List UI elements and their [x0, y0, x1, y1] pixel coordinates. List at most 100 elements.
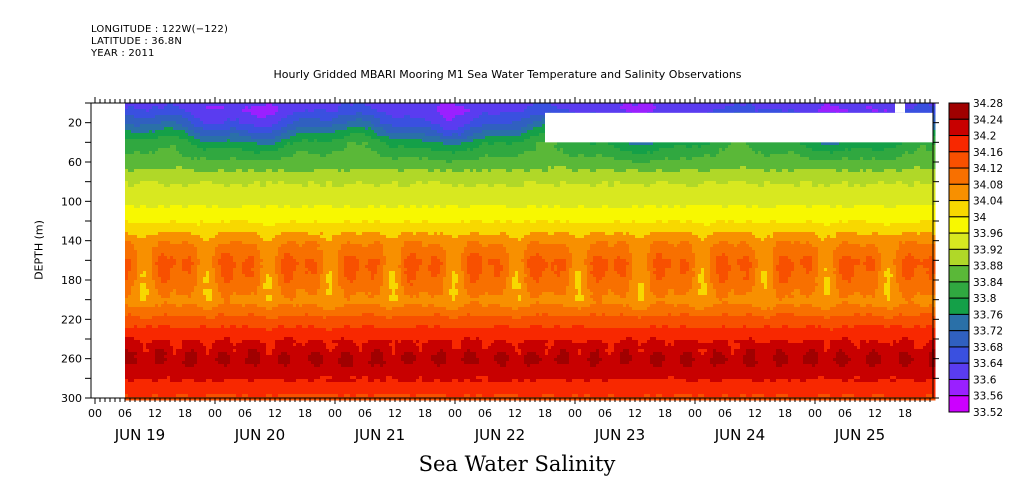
salinity-cell	[260, 322, 264, 326]
salinity-cell	[155, 106, 159, 110]
salinity-cell	[197, 247, 201, 251]
salinity-cell	[233, 226, 237, 230]
salinity-cell	[164, 253, 168, 257]
salinity-cell	[155, 130, 159, 134]
salinity-cell	[245, 337, 249, 341]
salinity-cell	[236, 328, 240, 332]
salinity-cell	[260, 268, 264, 272]
salinity-cell	[212, 292, 216, 296]
salinity-cell	[224, 328, 228, 332]
salinity-cell	[188, 304, 192, 308]
salinity-cell	[272, 256, 276, 260]
salinity-cell	[269, 190, 273, 194]
salinity-cell	[212, 148, 216, 152]
salinity-cell	[203, 163, 207, 167]
salinity-cell	[266, 178, 270, 182]
salinity-cell	[266, 244, 270, 248]
salinity-cell	[131, 178, 135, 182]
salinity-cell	[164, 340, 168, 344]
salinity-cell	[152, 130, 156, 134]
salinity-cell	[212, 181, 216, 185]
salinity-cell	[275, 175, 279, 179]
salinity-cell	[140, 268, 144, 272]
salinity-cell	[242, 307, 246, 311]
salinity-cell	[245, 388, 249, 392]
salinity-cell	[236, 178, 240, 182]
salinity-cell	[215, 355, 219, 359]
salinity-cell	[242, 277, 246, 281]
salinity-cell	[266, 169, 270, 173]
salinity-cell	[269, 142, 273, 146]
salinity-cell	[125, 298, 129, 302]
salinity-cell	[209, 154, 213, 158]
salinity-cell	[173, 307, 177, 311]
salinity-cell	[173, 130, 177, 134]
salinity-cell	[191, 157, 195, 161]
salinity-cell	[140, 205, 144, 209]
salinity-cell	[164, 289, 168, 293]
salinity-cell	[167, 133, 171, 137]
salinity-cell	[230, 169, 234, 173]
salinity-cell	[212, 178, 216, 182]
salinity-cell	[209, 256, 213, 260]
salinity-cell	[242, 313, 246, 317]
salinity-cell	[272, 271, 276, 275]
salinity-cell	[185, 331, 189, 335]
salinity-cell	[224, 262, 228, 266]
salinity-cell	[233, 331, 237, 335]
salinity-cell	[155, 313, 159, 317]
salinity-cell	[215, 382, 219, 386]
salinity-cell	[242, 127, 246, 131]
salinity-cell	[161, 373, 165, 377]
salinity-cell	[233, 253, 237, 257]
salinity-cell	[134, 220, 138, 224]
salinity-cell	[188, 151, 192, 155]
salinity-cell	[263, 316, 267, 320]
salinity-cell	[191, 316, 195, 320]
salinity-cell	[137, 226, 141, 230]
salinity-cell	[245, 271, 249, 275]
salinity-cell	[170, 307, 174, 311]
salinity-cell	[194, 187, 198, 191]
salinity-cell	[209, 352, 213, 356]
salinity-cell	[176, 310, 180, 314]
salinity-cell	[164, 115, 168, 119]
salinity-cell	[215, 277, 219, 281]
salinity-cell	[197, 367, 201, 371]
salinity-cell	[260, 115, 264, 119]
salinity-cell	[179, 313, 183, 317]
salinity-cell	[221, 130, 225, 134]
salinity-cell	[251, 214, 255, 218]
salinity-cell	[254, 214, 258, 218]
salinity-cell	[269, 301, 273, 305]
salinity-cell	[236, 193, 240, 197]
salinity-cell	[242, 376, 246, 380]
salinity-cell	[158, 169, 162, 173]
salinity-cell	[197, 289, 201, 293]
salinity-cell	[170, 391, 174, 395]
salinity-cell	[212, 229, 216, 233]
salinity-cell	[167, 343, 171, 347]
salinity-cell	[227, 271, 231, 275]
salinity-cell	[254, 154, 258, 158]
salinity-cell	[125, 220, 129, 224]
salinity-cell	[170, 232, 174, 236]
salinity-cell	[182, 370, 186, 374]
salinity-cell	[161, 133, 165, 137]
salinity-cell	[269, 163, 273, 167]
salinity-cell	[173, 199, 177, 203]
salinity-cell	[230, 196, 234, 200]
salinity-cell	[200, 163, 204, 167]
salinity-cell	[155, 193, 159, 197]
salinity-cell	[161, 289, 165, 293]
salinity-cell	[224, 331, 228, 335]
salinity-cell	[158, 205, 162, 209]
salinity-cell	[131, 259, 135, 263]
salinity-cell	[239, 394, 243, 398]
salinity-cell	[146, 385, 150, 389]
salinity-cell	[266, 337, 270, 341]
salinity-cell	[179, 196, 183, 200]
salinity-cell	[185, 238, 189, 242]
salinity-cell	[173, 268, 177, 272]
salinity-cell	[233, 241, 237, 245]
